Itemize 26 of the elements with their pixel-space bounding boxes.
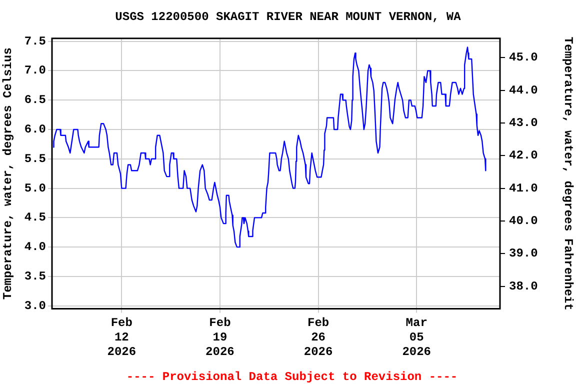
x-tick-label: Mar 05 2026 [402,316,432,359]
y-tick-label: 6.0 [24,122,46,137]
y-tick-label: 4.0 [24,240,46,254]
y2-tick-label: 44.0 [509,83,538,98]
y-tick-label: 4.5 [24,210,46,225]
x-tick-label: Feb 26 2026 [304,316,333,359]
y-tick-label: 7.0 [24,64,46,78]
y-tick-label: 7.5 [24,34,46,48]
y-axis-title: Temperature, water, degrees Celsius [1,48,16,300]
chart-title: USGS 12200500 SKAGIT RIVER NEAR MOUNT VERNON, WA [115,10,462,24]
y-tick-label: 6.5 [24,93,46,108]
y-tick-label: 5.5 [24,152,46,166]
y2-tick-label: 40.0 [509,214,538,228]
y2-tick-label: 43.0 [509,116,538,130]
y-tick-label: 3.0 [24,298,46,313]
text: ---- Provisional Data Subject to Revision ---- [126,370,458,384]
y2-tick-label: 45.0 [509,50,538,65]
y2-tick-label: 39.0 [509,246,538,261]
y-tick-label: 5.0 [24,181,46,196]
y2-tick-label: 42.0 [509,148,538,163]
y2-axis-title: Temperature, water, degrees Fahrenheit [560,36,575,310]
x-tick-label: Feb 19 2026 [206,316,234,359]
y2-tick-label: 41.0 [509,181,538,196]
y-tick-label: 3.5 [24,269,46,284]
x-tick-label: Feb 12 2026 [107,316,136,359]
y2-tick-label: 38.0 [509,279,538,294]
